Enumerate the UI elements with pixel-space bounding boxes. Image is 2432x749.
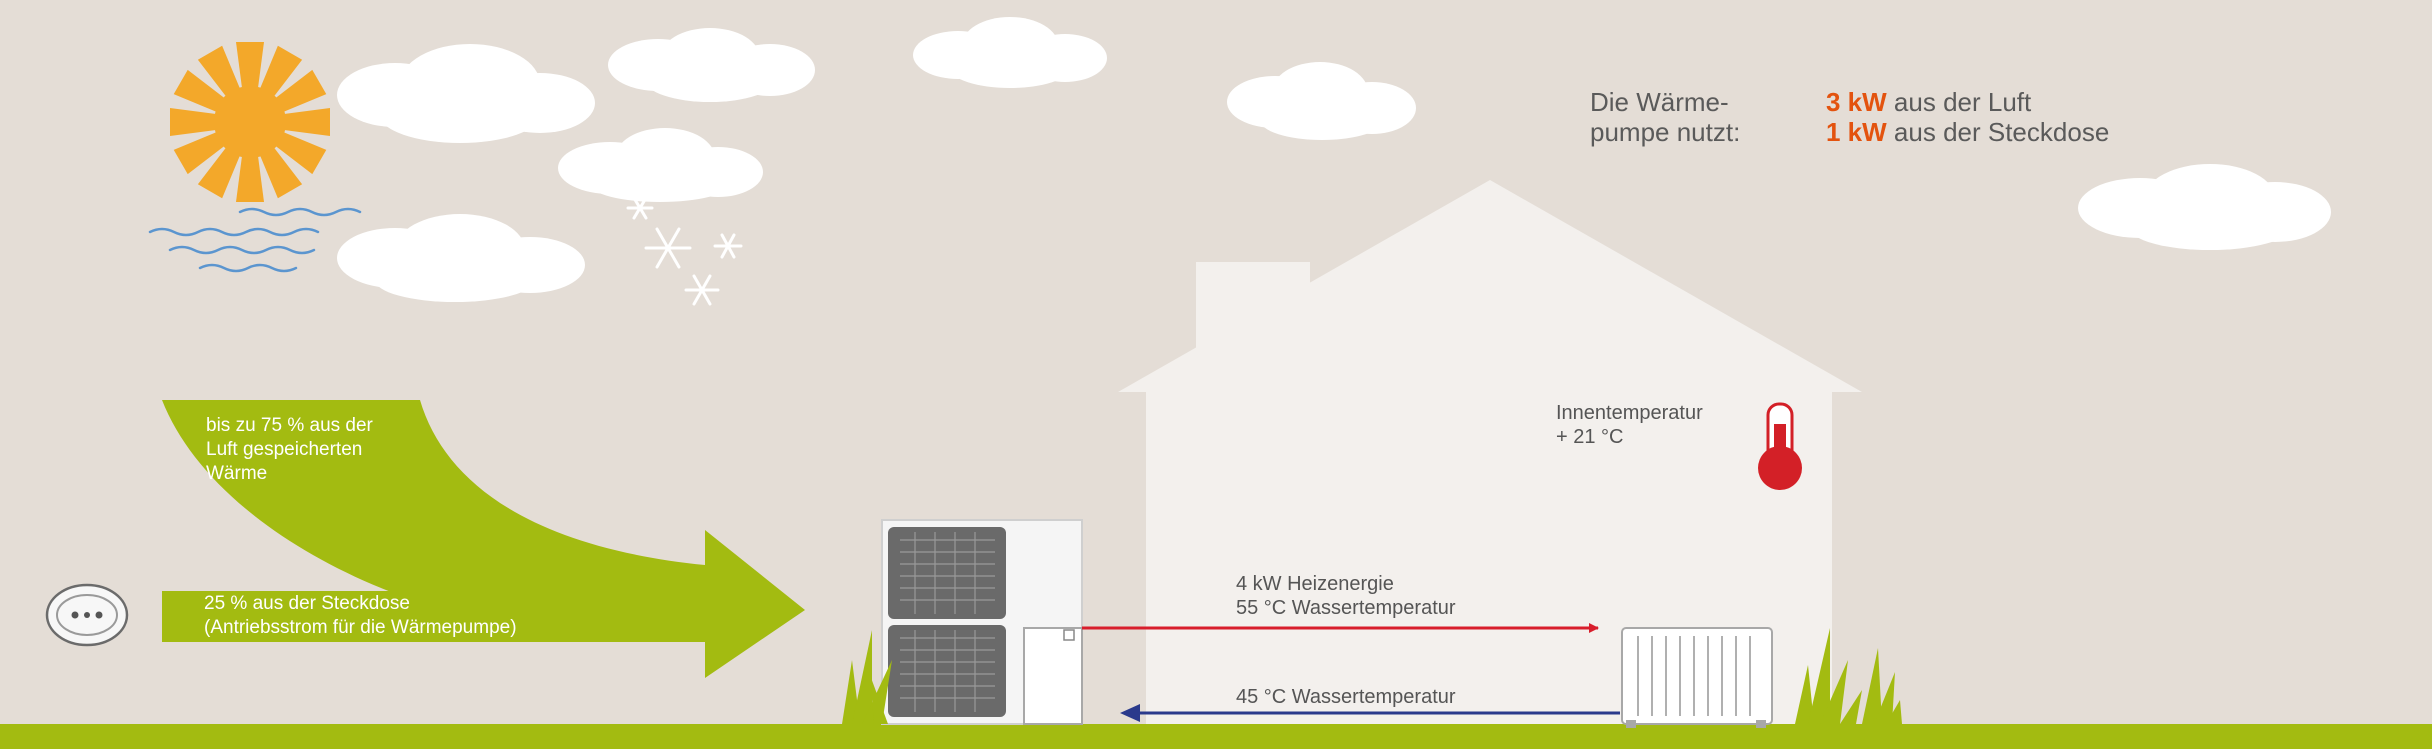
sun-icon <box>170 42 330 202</box>
cloud-icon <box>608 28 815 102</box>
cloud-icon <box>337 44 595 143</box>
air-share-line3: Wärme <box>206 463 268 484</box>
return-temperature: 45 °C Wassertemperatur <box>1236 686 1456 708</box>
return-arrow-icon <box>1120 704 1140 722</box>
air-share-line2: Luft gespeicherten <box>206 439 363 460</box>
power-socket-icon <box>45 583 129 647</box>
power-share-text: 25 % aus der Steckdose (Antriebsstrom fü… <box>204 592 517 640</box>
power-energy-band <box>162 591 722 642</box>
summary-value-air: 3 kW <box>1826 87 1887 117</box>
cloud-icon <box>558 128 763 202</box>
snowflakes <box>626 196 743 306</box>
ground <box>0 724 2432 749</box>
thermometer-icon <box>1758 402 1802 490</box>
grass-icon <box>842 630 892 724</box>
summary-row-power: 1 kW aus der Steckdose <box>1826 117 2109 147</box>
snowflake-icon <box>684 274 720 306</box>
grass <box>842 628 1902 724</box>
supply-label: 4 kW Heizenergie 55 °C Wassertemperatur <box>1236 572 1456 620</box>
indoor-temperature-text: Innentemperatur + 21 °C <box>1556 401 1703 449</box>
summary-label: Die Wärme- pumpe nutzt: <box>1590 87 1740 147</box>
supply-energy: 4 kW Heizenergie <box>1236 573 1394 595</box>
cloud-icon <box>1227 62 1416 140</box>
indoor-temperature-value: + 21 °C <box>1556 426 1624 448</box>
summary-value-power: 1 kW <box>1826 117 1887 147</box>
radiator-icon <box>1621 627 1773 728</box>
cloud-icon <box>913 17 1107 88</box>
snowflake-icon <box>644 227 692 269</box>
summary-text-power: aus der Steckdose <box>1893 117 2110 147</box>
summary-row-air: 3 kW aus der Luft <box>1826 87 2031 117</box>
snowflake-icon <box>626 196 654 220</box>
heat-pump-outdoor-unit-icon <box>881 519 1083 725</box>
indoor-temperature-label: Innentemperatur <box>1556 402 1703 424</box>
cloud-icon <box>2078 164 2331 250</box>
return-label: 45 °C Wassertemperatur <box>1236 685 1456 709</box>
supply-temperature: 55 °C Wassertemperatur <box>1236 597 1456 619</box>
summary-label-line2: pumpe nutzt: <box>1590 117 1741 147</box>
summary-label-line1: Die Wärme- <box>1590 87 1729 117</box>
summary-text-air: aus der Luft <box>1893 87 2032 117</box>
cloud-icon <box>337 214 585 302</box>
grass-icon <box>1795 628 1902 724</box>
power-share-line2: (Antriebsstrom für die Wärmepumpe) <box>204 617 517 638</box>
air-share-line1: bis zu 75 % aus der <box>206 415 373 436</box>
snowflake-icon <box>713 233 743 259</box>
clouds <box>337 17 2331 302</box>
power-share-line1: 25 % aus der Steckdose <box>204 593 410 614</box>
air-share-text: bis zu 75 % aus der Luft gespeicherten W… <box>206 414 373 486</box>
heat-waves-icon <box>148 207 362 273</box>
